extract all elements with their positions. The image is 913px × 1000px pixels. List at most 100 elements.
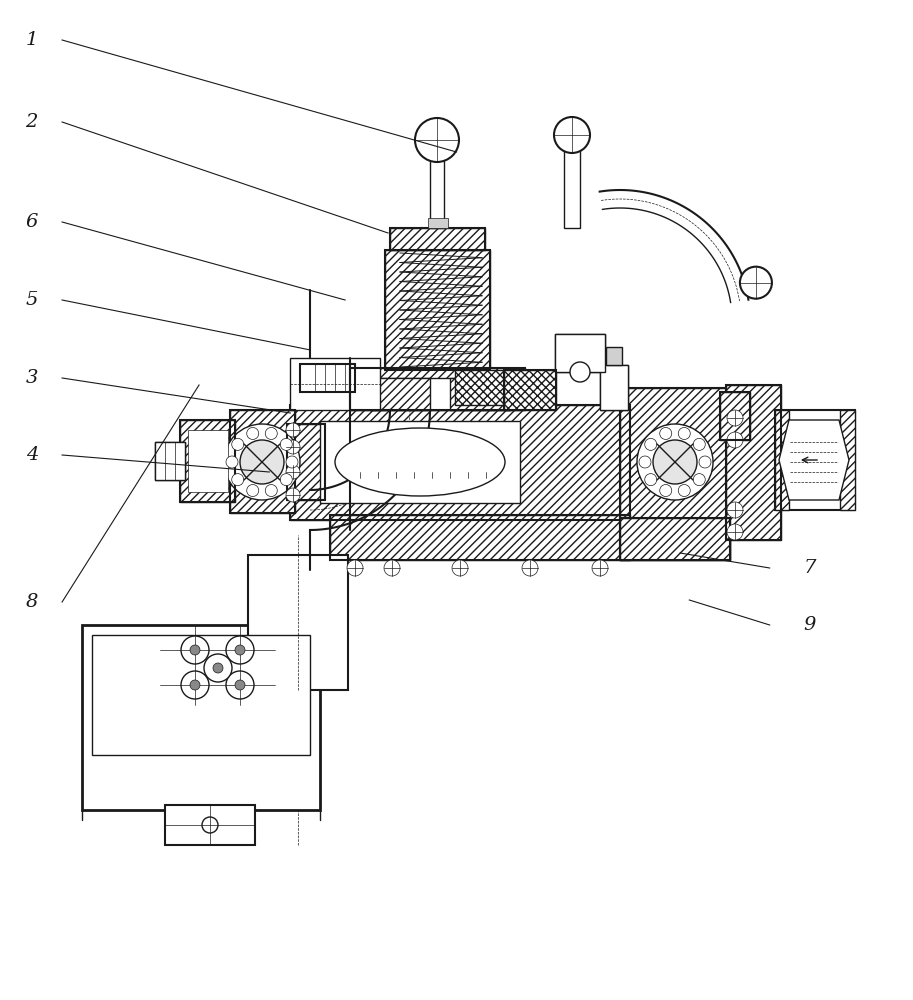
Text: 3: 3 xyxy=(26,369,38,387)
Text: 9: 9 xyxy=(803,616,816,634)
Circle shape xyxy=(240,440,284,484)
Circle shape xyxy=(266,485,278,497)
Bar xyxy=(330,515,630,560)
Circle shape xyxy=(693,474,705,486)
Bar xyxy=(370,378,430,410)
Circle shape xyxy=(232,438,244,450)
Circle shape xyxy=(570,362,590,382)
Bar xyxy=(385,250,490,370)
Bar xyxy=(290,405,630,520)
Bar xyxy=(620,518,730,560)
Circle shape xyxy=(213,663,223,673)
Bar xyxy=(155,442,185,480)
Bar xyxy=(230,410,295,513)
Circle shape xyxy=(204,654,232,682)
Bar xyxy=(726,385,781,540)
Bar xyxy=(155,442,185,480)
Circle shape xyxy=(660,485,672,497)
Bar xyxy=(600,365,628,410)
Bar xyxy=(230,410,295,513)
Circle shape xyxy=(247,485,258,497)
Bar xyxy=(390,228,485,250)
Bar xyxy=(287,424,325,500)
Bar xyxy=(92,635,310,755)
Circle shape xyxy=(415,118,459,162)
Bar xyxy=(555,334,605,372)
Bar xyxy=(385,250,490,370)
Bar xyxy=(504,370,556,410)
Bar xyxy=(450,378,510,410)
Bar xyxy=(600,365,628,410)
Bar xyxy=(455,370,525,405)
Bar xyxy=(287,424,325,500)
Text: 2: 2 xyxy=(26,113,38,131)
Bar xyxy=(320,421,520,503)
Text: 1: 1 xyxy=(26,31,38,49)
Circle shape xyxy=(266,427,278,439)
Circle shape xyxy=(727,524,743,540)
Circle shape xyxy=(190,680,200,690)
Circle shape xyxy=(190,645,200,655)
Bar xyxy=(430,150,444,228)
Text: 8: 8 xyxy=(26,593,38,611)
Circle shape xyxy=(286,440,300,454)
Circle shape xyxy=(727,432,743,448)
Circle shape xyxy=(286,488,300,502)
Bar xyxy=(330,515,630,560)
Circle shape xyxy=(653,440,697,484)
Circle shape xyxy=(286,456,298,468)
Bar xyxy=(428,218,448,228)
Polygon shape xyxy=(779,420,849,500)
Circle shape xyxy=(235,645,245,655)
Bar xyxy=(290,405,630,520)
Bar xyxy=(620,518,730,560)
Circle shape xyxy=(247,427,258,439)
Bar xyxy=(300,364,355,392)
Circle shape xyxy=(286,465,300,479)
Ellipse shape xyxy=(335,428,505,496)
Bar xyxy=(620,388,730,560)
Text: 6: 6 xyxy=(26,213,38,231)
Circle shape xyxy=(202,817,218,833)
Bar xyxy=(300,364,355,392)
Circle shape xyxy=(224,424,300,500)
Circle shape xyxy=(226,636,254,664)
Text: 4: 4 xyxy=(26,446,38,464)
Circle shape xyxy=(693,438,705,450)
Bar xyxy=(350,368,525,410)
Bar xyxy=(504,370,556,410)
Circle shape xyxy=(678,485,690,497)
Circle shape xyxy=(226,671,254,699)
Circle shape xyxy=(637,424,713,500)
Circle shape xyxy=(639,456,651,468)
Circle shape xyxy=(554,117,590,153)
Bar xyxy=(720,392,750,440)
Bar xyxy=(350,368,525,410)
Circle shape xyxy=(645,474,656,486)
Circle shape xyxy=(347,560,363,576)
Circle shape xyxy=(740,267,771,299)
Circle shape xyxy=(235,680,245,690)
Bar xyxy=(165,805,255,845)
Circle shape xyxy=(384,560,400,576)
Circle shape xyxy=(645,438,656,450)
Bar xyxy=(775,410,789,510)
Bar xyxy=(726,385,781,540)
Bar xyxy=(188,430,228,492)
Bar xyxy=(620,388,730,560)
Circle shape xyxy=(727,502,743,518)
Circle shape xyxy=(727,410,743,426)
Bar xyxy=(82,625,320,810)
Bar xyxy=(390,228,485,250)
Text: 5: 5 xyxy=(26,291,38,309)
Circle shape xyxy=(660,427,672,439)
Circle shape xyxy=(181,636,209,664)
Bar xyxy=(180,420,235,502)
Circle shape xyxy=(592,560,608,576)
Bar xyxy=(290,358,380,410)
Bar xyxy=(840,410,855,510)
Circle shape xyxy=(226,456,238,468)
Circle shape xyxy=(522,560,538,576)
Circle shape xyxy=(678,427,690,439)
Bar xyxy=(720,392,750,440)
